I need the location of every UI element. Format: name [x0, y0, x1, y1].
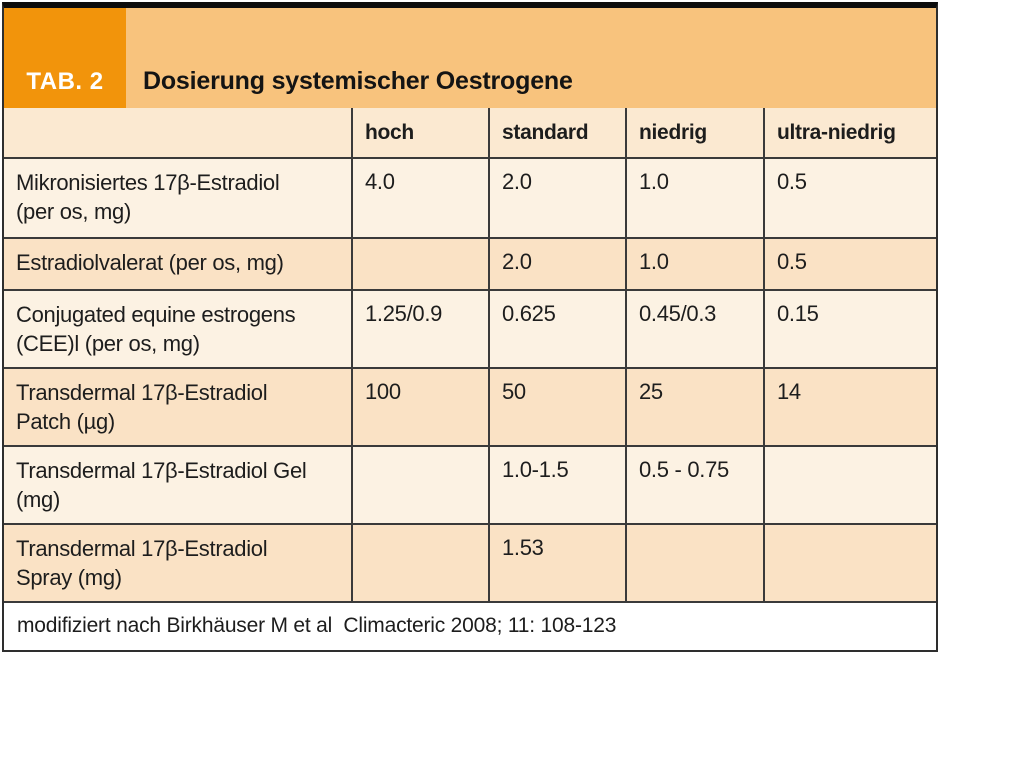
- row-label: Transdermal 17β-Estradiol Spray (mg): [3, 523, 353, 603]
- column-header-row: hoch standard niedrig ultra-niedrig: [3, 107, 937, 159]
- column-header-empty: [3, 107, 353, 159]
- column-header-niedrig: niedrig: [625, 107, 765, 159]
- cell-hoch: 4.0: [351, 157, 490, 239]
- cell-niedrig: 1.0: [625, 237, 765, 291]
- cell-hoch: 1.25/0.9: [351, 289, 490, 369]
- row-label-line: Transdermal 17β-Estradiol: [16, 536, 268, 561]
- table-row: Conjugated equine estrogens (CEE)l (per …: [3, 289, 937, 369]
- row-label-line: Conjugated equine estrogens: [16, 302, 296, 327]
- cell-hoch: [351, 523, 490, 603]
- cell-ultra-niedrig: 0.5: [763, 237, 937, 291]
- panel-header: TAB. 2 Dosierung systemischer Oestrogene: [4, 8, 936, 108]
- row-label: Conjugated equine estrogens (CEE)l (per …: [3, 289, 353, 369]
- row-label-line: (CEE)l (per os, mg): [16, 331, 200, 356]
- table-row: Mikronisiertes 17β-Estradiol (per os, mg…: [3, 157, 937, 239]
- table-title: Dosierung systemischer Oestrogene: [143, 67, 573, 95]
- row-label-line: Mikronisiertes 17β-Estradiol: [16, 170, 280, 195]
- row-label-line: Spray (mg): [16, 565, 122, 590]
- cell-ultra-niedrig: [763, 523, 937, 603]
- cell-hoch: [351, 237, 490, 291]
- cell-niedrig: 0.5 - 0.75: [625, 445, 765, 525]
- row-label: Estradiolvalerat (per os, mg): [3, 237, 353, 291]
- dosing-table: hoch standard niedrig ultra-niedrig Mikr…: [3, 107, 937, 651]
- cell-standard: 2.0: [488, 237, 627, 291]
- cell-ultra-niedrig: 0.15: [763, 289, 937, 369]
- row-label: Transdermal 17β-Estradiol Gel (mg): [3, 445, 353, 525]
- table-footnote: modifiziert nach Birkhäuser M et al Clim…: [3, 601, 937, 651]
- table-row: Transdermal 17β-Estradiol Patch (µg) 100…: [3, 367, 937, 447]
- row-label-line: Transdermal 17β-Estradiol: [16, 380, 268, 405]
- cell-standard: 50: [488, 367, 627, 447]
- cell-ultra-niedrig: 0.5: [763, 157, 937, 239]
- cell-hoch: 100: [351, 367, 490, 447]
- cell-hoch: [351, 445, 490, 525]
- table-row: Transdermal 17β-Estradiol Spray (mg) 1.5…: [3, 523, 937, 603]
- cell-niedrig: 0.45/0.3: [625, 289, 765, 369]
- row-label-line: Patch (µg): [16, 409, 115, 434]
- cell-niedrig: 1.0: [625, 157, 765, 239]
- column-header-hoch: hoch: [351, 107, 490, 159]
- table-panel: TAB. 2 Dosierung systemischer Oestrogene…: [2, 2, 938, 652]
- cell-standard: 1.53: [488, 523, 627, 603]
- row-label-line: (per os, mg): [16, 199, 131, 224]
- row-label: Mikronisiertes 17β-Estradiol (per os, mg…: [3, 157, 353, 239]
- table-row: Estradiolvalerat (per os, mg) 2.0 1.0 0.…: [3, 237, 937, 291]
- row-label: Transdermal 17β-Estradiol Patch (µg): [3, 367, 353, 447]
- table-row: Transdermal 17β-Estradiol Gel (mg) 1.0-1…: [3, 445, 937, 525]
- cell-niedrig: [625, 523, 765, 603]
- cell-standard: 0.625: [488, 289, 627, 369]
- footnote-row: modifiziert nach Birkhäuser M et al Clim…: [3, 601, 937, 651]
- column-header-standard: standard: [488, 107, 627, 159]
- cell-standard: 1.0-1.5: [488, 445, 627, 525]
- row-label-line: (mg): [16, 487, 61, 512]
- row-label-line: Estradiolvalerat (per os, mg): [16, 250, 284, 275]
- row-label-line: Transdermal 17β-Estradiol Gel: [16, 458, 307, 483]
- cell-standard: 2.0: [488, 157, 627, 239]
- table-number-label: TAB. 2: [26, 68, 104, 95]
- table-number-badge: TAB. 2: [4, 8, 126, 108]
- cell-ultra-niedrig: 14: [763, 367, 937, 447]
- cell-ultra-niedrig: [763, 445, 937, 525]
- cell-niedrig: 25: [625, 367, 765, 447]
- column-header-ultra-niedrig: ultra-niedrig: [763, 107, 937, 159]
